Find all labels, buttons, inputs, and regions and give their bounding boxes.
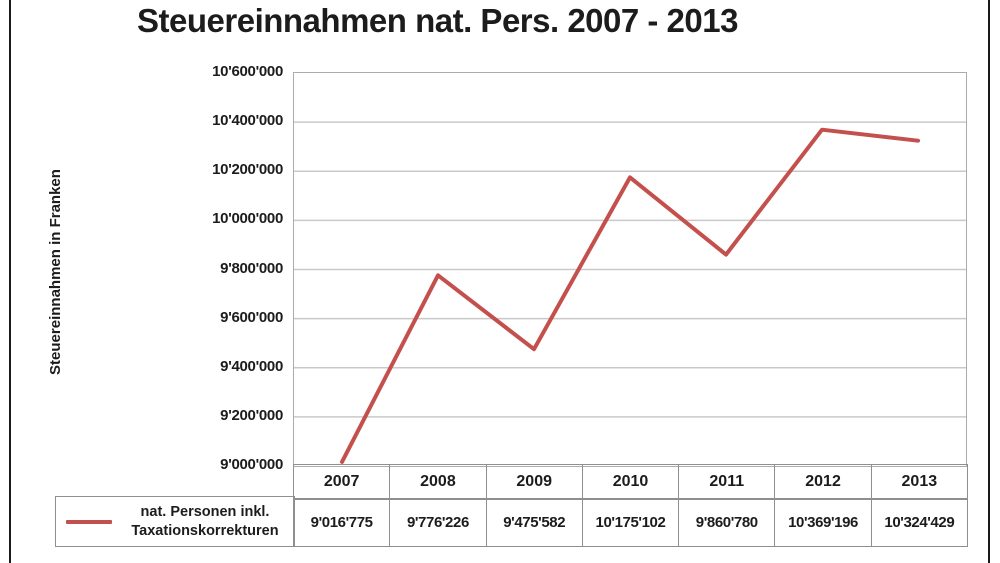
revenue-series-line bbox=[340, 127, 920, 464]
data-table-value-row: 9'016'775 9'776'226 9'475'582 10'175'102 9'8… bbox=[293, 498, 968, 547]
page-frame-right-border bbox=[988, 0, 990, 563]
table-value-cell: 9'475'582 bbox=[487, 499, 583, 546]
y-tick-label: 9'600'000 bbox=[220, 308, 283, 326]
chart-title: Steuereinnahmen nat. Pers. 2007 - 2013 bbox=[137, 2, 738, 39]
x-axis-year-cell: 2007 bbox=[294, 465, 391, 499]
y-tick-label: 9'200'000 bbox=[220, 406, 283, 424]
y-tick-label: 9'000'000 bbox=[220, 456, 283, 473]
x-axis-year-cell: 2010 bbox=[583, 465, 680, 499]
x-axis-year-row: 2007 2008 2009 2010 2011 2012 2013 bbox=[293, 464, 968, 500]
x-axis-year-cell: 2012 bbox=[775, 465, 872, 499]
legend-cell: nat. Personen inkl. Taxationskorrekturen bbox=[55, 496, 295, 547]
x-axis-year-cell: 2011 bbox=[679, 465, 776, 499]
y-axis-title: Steuereinnahmen in Franken bbox=[47, 169, 64, 375]
table-value-cell: 10'324'429 bbox=[884, 514, 955, 531]
table-value-cell: 9'860'780 bbox=[679, 499, 776, 546]
page-frame-left-border bbox=[9, 0, 11, 563]
line-chart-canvas bbox=[294, 121, 966, 464]
y-tick-label: 10'000'000 bbox=[212, 210, 283, 228]
y-tick-label: 10'400'000 bbox=[212, 112, 283, 130]
table-value-cell: 10'369'196 bbox=[775, 499, 872, 546]
plot-area bbox=[293, 72, 967, 467]
x-axis-year-cell: 2009 bbox=[487, 465, 583, 499]
legend-label: nat. Personen inkl. Taxationskorrekturen bbox=[122, 503, 288, 541]
x-axis-year-cell: 2013 bbox=[901, 473, 938, 490]
legend-line-swatch bbox=[66, 519, 112, 524]
table-value-cell: 10'175'102 bbox=[583, 499, 680, 546]
y-tick-label: 10'200'000 bbox=[212, 161, 283, 179]
y-tick-label: 10'600'000 bbox=[212, 63, 283, 80]
legend-label-line-2: Taxationskorrekturen bbox=[131, 522, 279, 539]
y-tick-label: 9'400'000 bbox=[220, 357, 283, 375]
legend-label-line-1: nat. Personen inkl. bbox=[140, 503, 270, 520]
table-value-cell: 9'776'226 bbox=[390, 499, 487, 546]
x-axis-year-cell: 2008 bbox=[390, 465, 487, 499]
y-tick-label: 9'800'000 bbox=[220, 259, 283, 277]
table-value-cell: 9'016'775 bbox=[294, 499, 391, 546]
y-axis-tick-labels: 10'600'000 10'400'000 10'200'000 10'000'000… bbox=[140, 0, 283, 563]
